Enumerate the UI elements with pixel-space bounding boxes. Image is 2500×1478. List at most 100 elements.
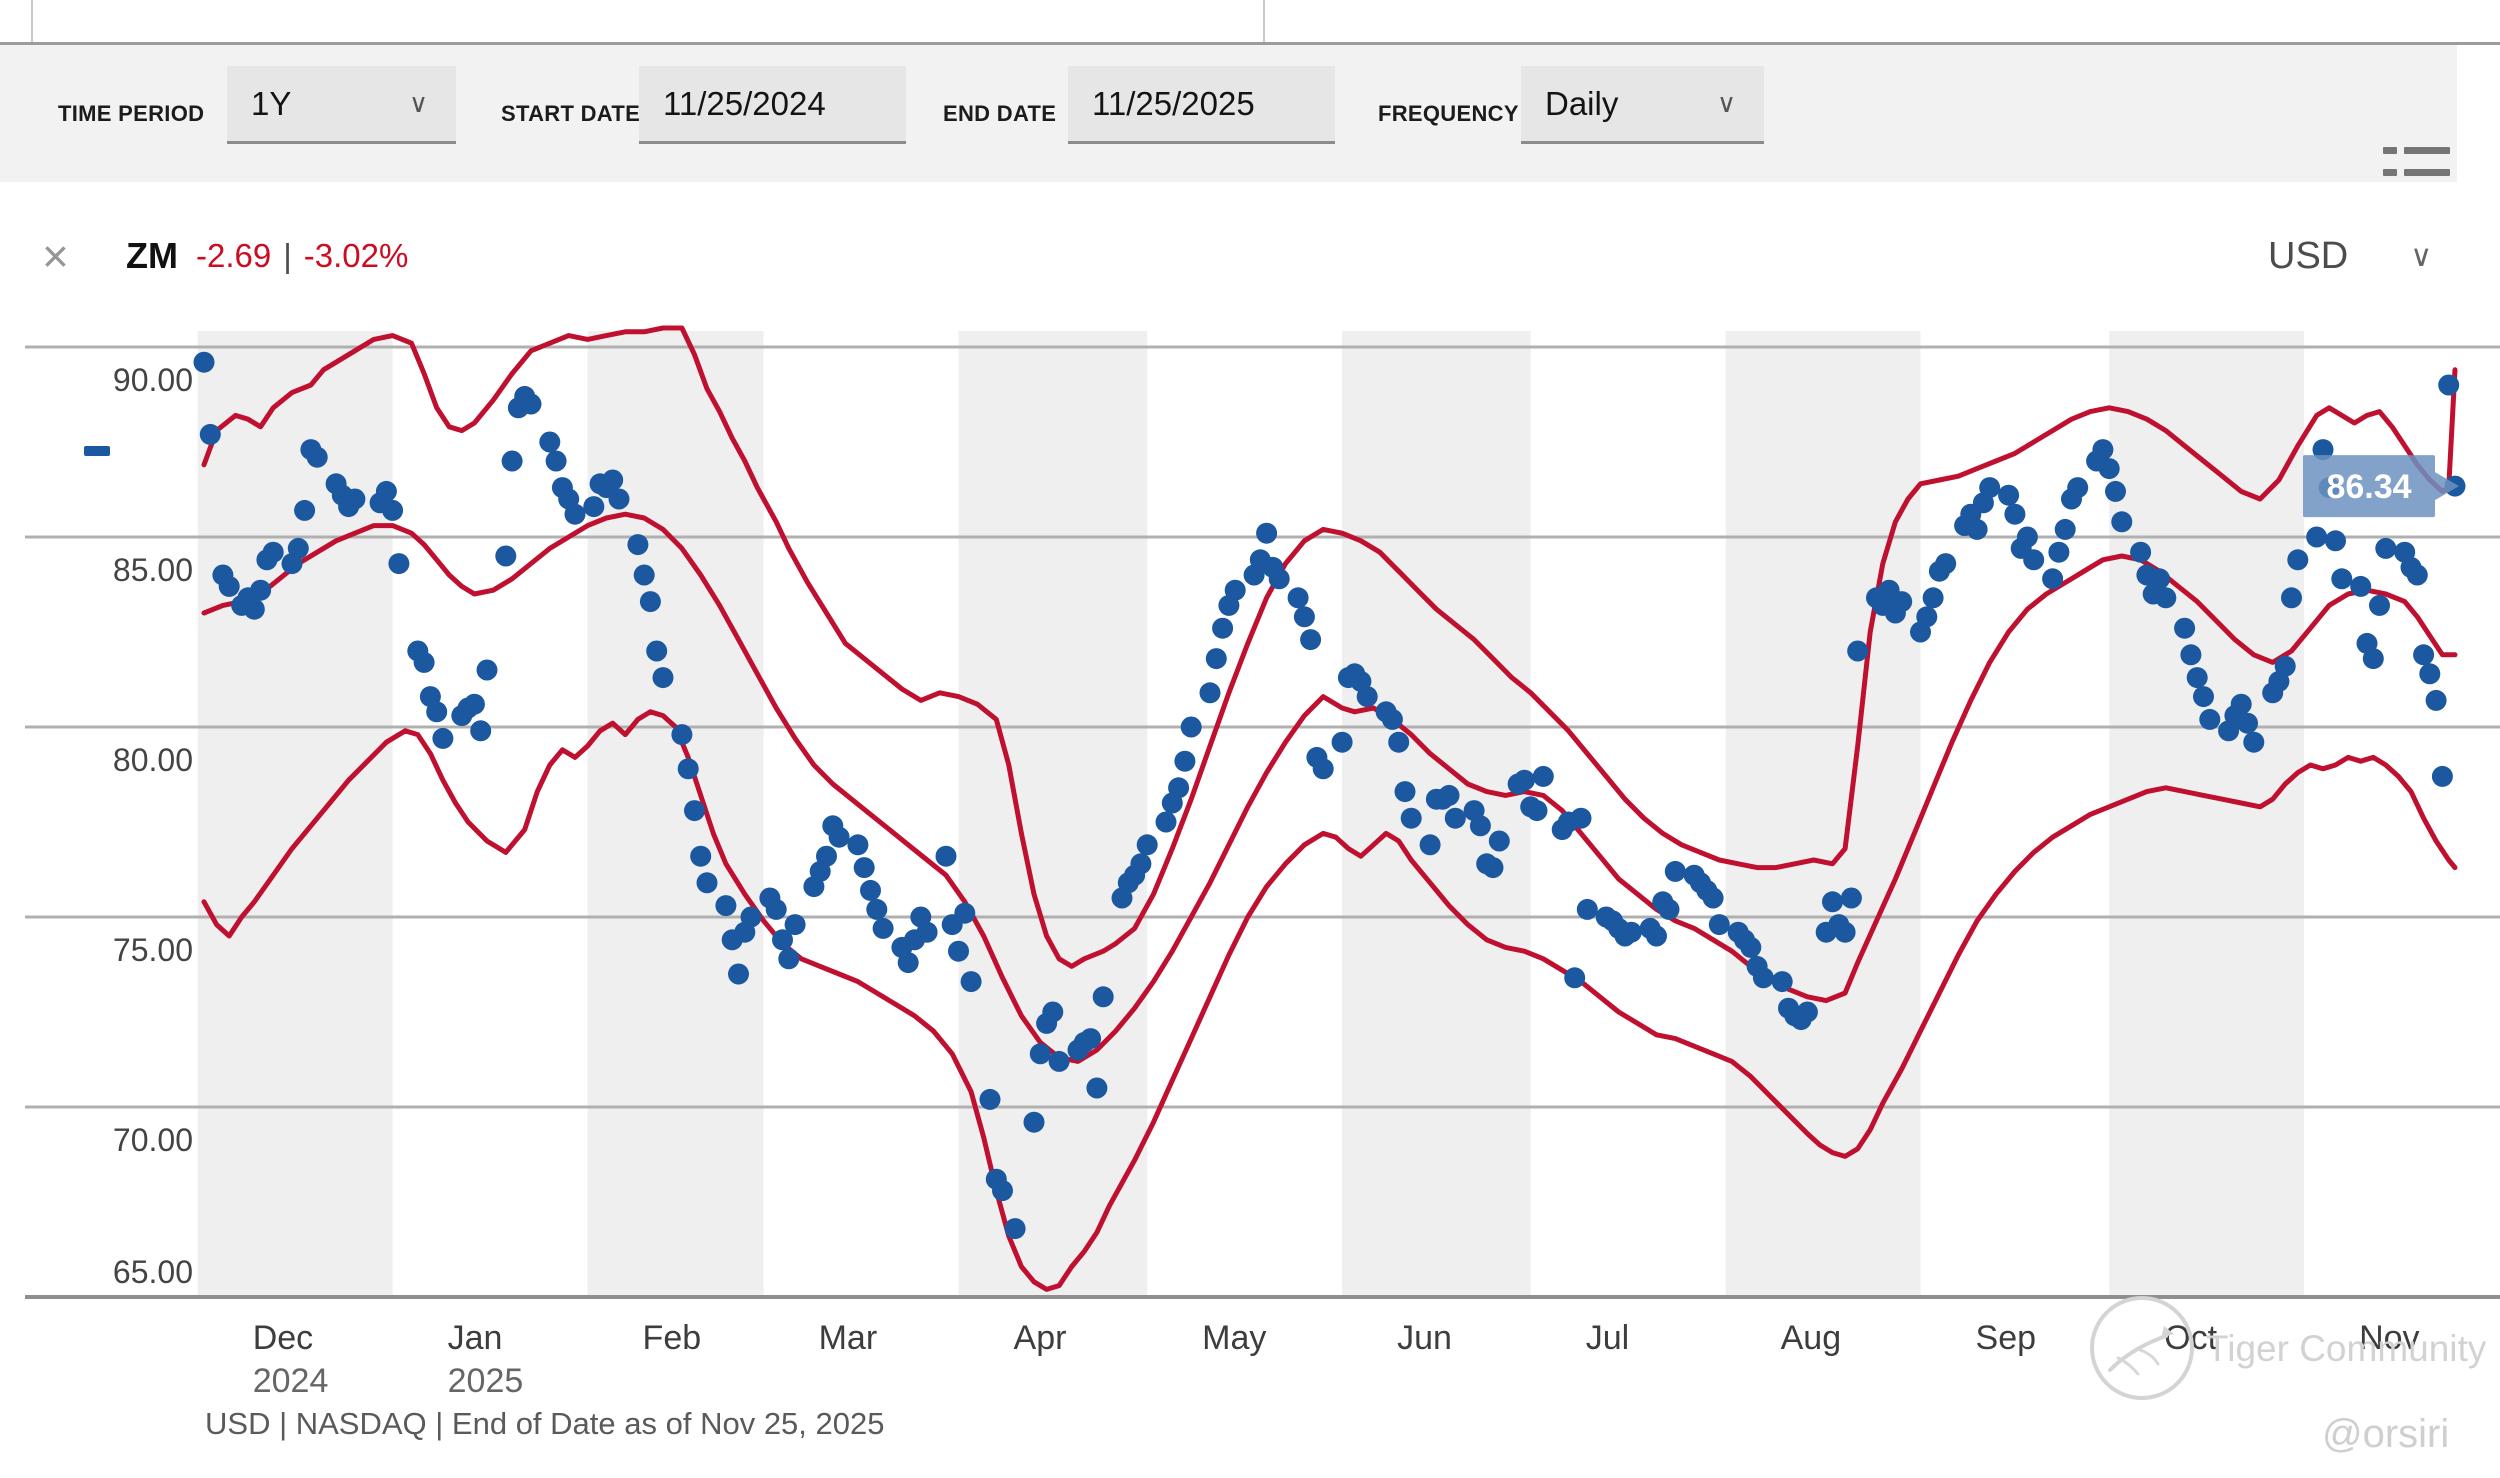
close-price-dot	[250, 579, 272, 601]
close-price-dot	[1847, 640, 1869, 662]
close-price-dot	[2193, 686, 2214, 708]
close-price-dot	[1620, 921, 1642, 943]
close-price-dot	[1394, 781, 1416, 803]
close-price-dot	[2306, 526, 2328, 548]
currency-dropdown[interactable]: USD ∨	[2268, 182, 2432, 330]
close-price-dot	[633, 564, 655, 586]
price-change: -2.69	[196, 237, 272, 274]
close-price-dot	[652, 667, 674, 689]
close-price-dot	[2098, 458, 2120, 480]
chevron-down-icon: ∨	[408, 88, 428, 118]
ticker-symbol[interactable]: ZM	[126, 235, 178, 276]
close-price-dot	[1174, 750, 1196, 772]
close-price-dot	[2325, 530, 2346, 552]
close-price-dot	[2281, 587, 2302, 609]
close-price-dot	[1400, 807, 1422, 829]
close-price-dot	[2023, 549, 2045, 571]
month-label: Feb	[643, 1319, 702, 1357]
close-price-dot	[2431, 765, 2453, 787]
month-stripe	[1725, 331, 1921, 1297]
month-label: Apr	[1014, 1319, 1067, 1357]
close-price-dot	[2016, 526, 2038, 548]
y-tick-label: 75.00	[113, 932, 193, 968]
close-price-dot	[1312, 758, 1334, 780]
close-price-dot	[294, 499, 316, 521]
close-price-dot	[1513, 769, 1535, 791]
close-price-dot	[243, 598, 265, 620]
frequency-label: FREQUENCY	[1378, 100, 1519, 126]
close-price-dot	[1086, 1077, 1108, 1099]
last-price-label: 86.34	[2326, 468, 2411, 506]
close-price-dot	[690, 845, 712, 867]
close-price-dot	[1740, 936, 1762, 958]
start-date-input[interactable]: 11/25/2024	[639, 66, 906, 144]
tiger-community-logo-icon	[2090, 1296, 2194, 1400]
upper-bollinger-band-line	[201, 325, 2458, 969]
close-price-dot	[1438, 784, 1460, 806]
close-price-dot	[1080, 1028, 1102, 1050]
month-stripe	[1342, 331, 1531, 1297]
watermark-community-label: Tiger Community	[2206, 1328, 2487, 1369]
close-price-dot	[608, 488, 630, 510]
close-price-dot	[1979, 477, 2001, 499]
close-price-dot	[853, 857, 875, 879]
month-label: Mar	[819, 1319, 878, 1357]
frequency-select[interactable]: Daily ∨	[1521, 66, 1764, 144]
close-price-dot	[2155, 587, 2177, 609]
month-label: Sep	[1976, 1319, 2037, 1357]
close-price-dot	[262, 541, 284, 563]
y-tick-label: 85.00	[113, 552, 193, 588]
close-price-dot	[287, 537, 309, 559]
top-strip-divider-right	[1263, 0, 1265, 42]
change-separator: |	[283, 237, 292, 274]
close-price-dot	[2425, 689, 2447, 711]
remove-series-icon[interactable]: ×	[42, 230, 69, 282]
close-price-dot	[2111, 511, 2133, 533]
close-price-dot	[860, 879, 881, 901]
close-price-dot	[1256, 522, 1278, 544]
close-price-dot	[2004, 503, 2026, 525]
time-period-select[interactable]: 1Y ∨	[227, 66, 456, 144]
month-stripe	[958, 331, 1148, 1297]
close-price-dot	[2042, 568, 2064, 590]
close-price-dot	[539, 431, 561, 453]
close-price-dot	[639, 591, 661, 613]
end-date-input[interactable]: 11/25/2025	[1068, 66, 1335, 144]
close-price-dot	[1136, 834, 1158, 856]
close-price-dot	[2067, 477, 2089, 499]
close-price-dot	[463, 693, 485, 715]
last-price-pointer	[2435, 472, 2459, 501]
close-price-dot	[1042, 1001, 1064, 1023]
close-price-dot	[1935, 553, 1957, 575]
close-price-dot	[954, 902, 976, 924]
close-price-dot	[1155, 811, 1177, 833]
close-price-dot	[1004, 1218, 1026, 1240]
close-price-dot	[828, 826, 850, 848]
close-price-dot	[2331, 568, 2353, 590]
close-price-dot	[1658, 898, 1680, 920]
close-price-dot	[426, 701, 448, 723]
close-price-dot	[1488, 830, 1510, 852]
close-price-dot	[1268, 568, 1290, 590]
close-price-dot	[1180, 716, 1202, 738]
close-price-dot	[1834, 921, 1856, 943]
end-date-label: END DATE	[943, 100, 1057, 126]
close-price-dot	[916, 921, 938, 943]
close-price-dot	[388, 553, 410, 575]
close-price-dot	[2362, 648, 2384, 670]
month-label: Aug	[1781, 1319, 1842, 1357]
close-price-dot	[2237, 712, 2258, 734]
close-price-dot	[696, 872, 718, 894]
close-price-dot	[671, 724, 693, 746]
close-price-dot	[1702, 887, 1724, 909]
close-price-dot	[778, 948, 800, 970]
close-price-dot	[847, 834, 869, 856]
close-price-dot	[218, 575, 240, 597]
close-price-dot	[1023, 1111, 1045, 1133]
close-price-dot	[1708, 914, 1730, 936]
close-price-dot	[1822, 891, 1843, 913]
close-price-dot	[1576, 898, 1598, 920]
chevron-down-icon: ∨	[1716, 88, 1736, 118]
close-price-dot	[1199, 682, 1221, 704]
